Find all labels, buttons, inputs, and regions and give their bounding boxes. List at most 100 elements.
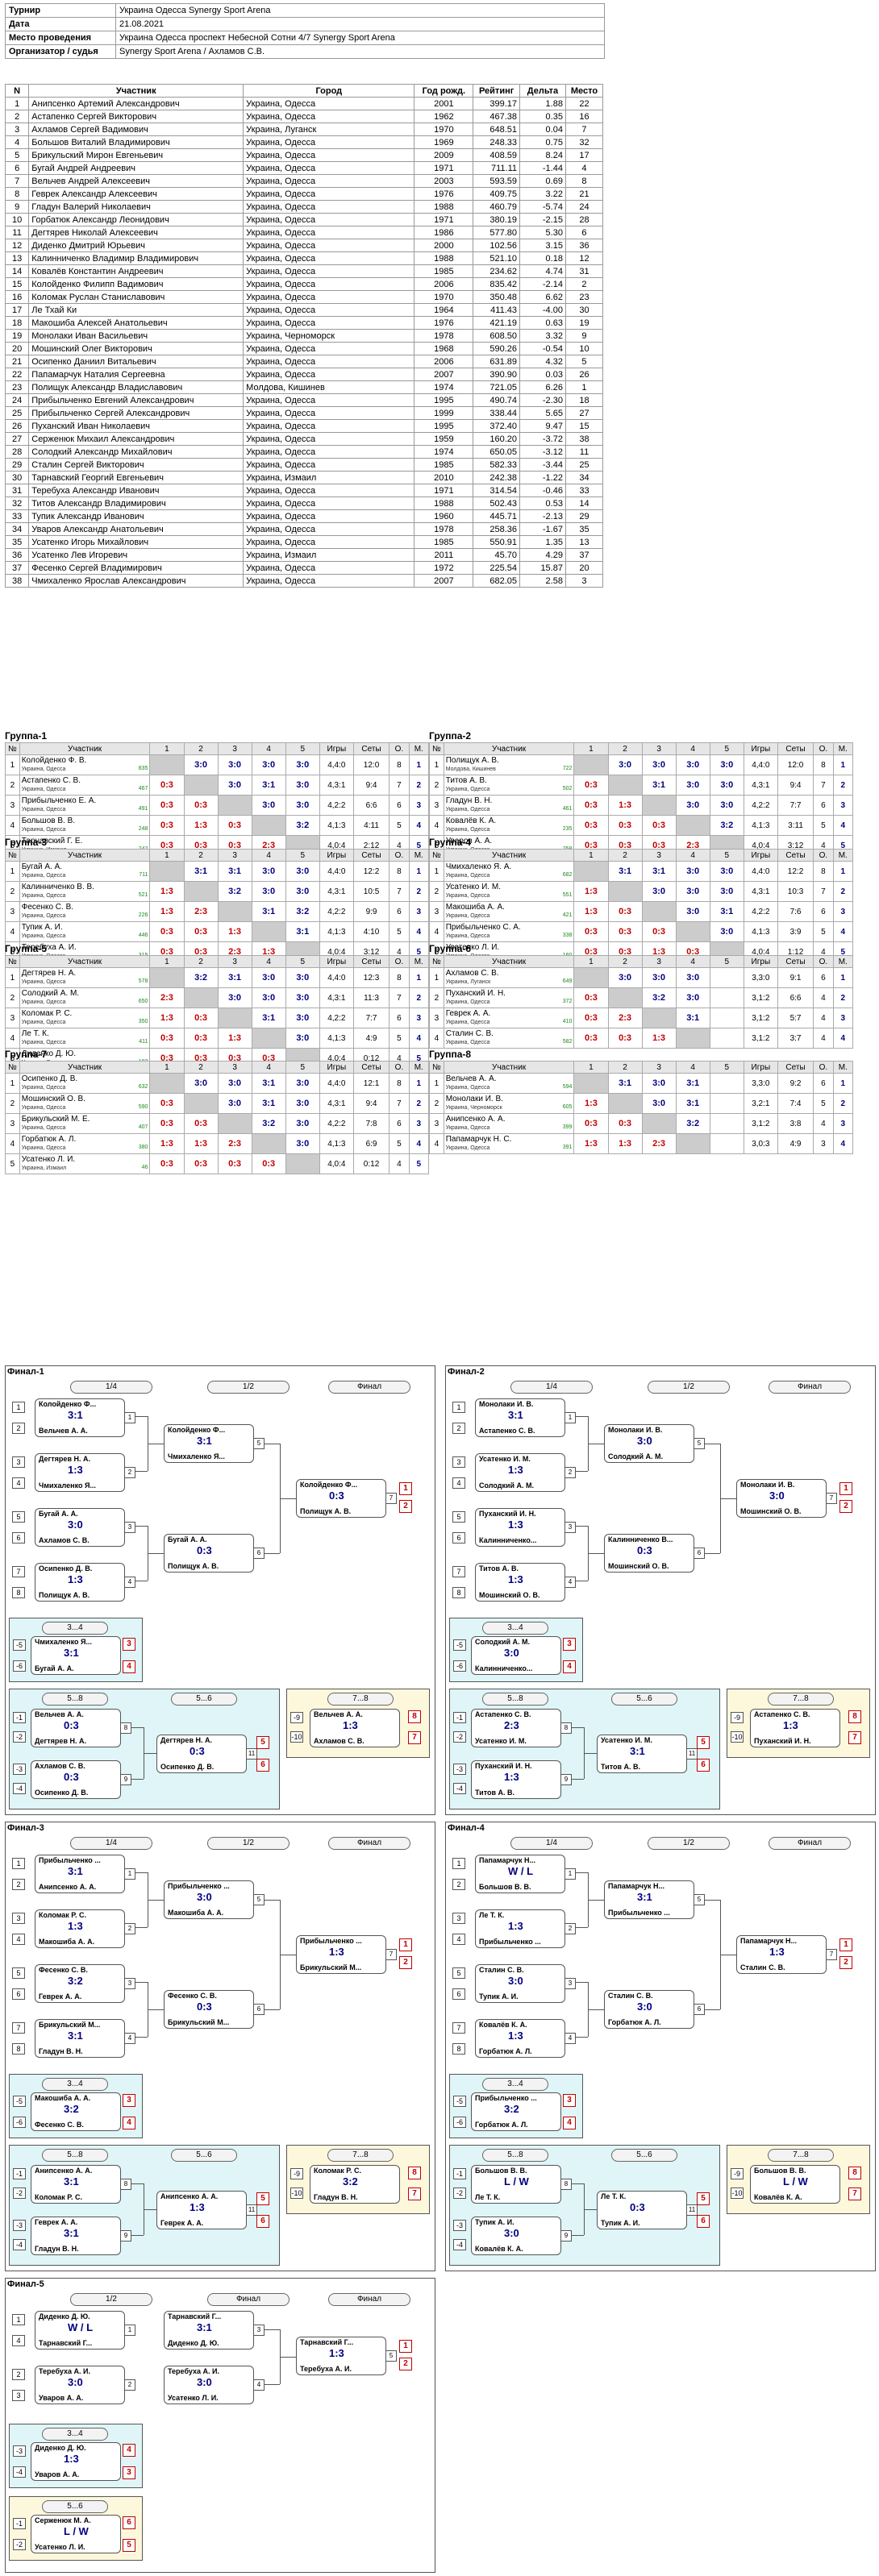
player-cell: -3.12 [519, 445, 566, 459]
group-player-name: Геврек А. А. [445, 1008, 491, 1018]
match-player-1: Фесенко С. В. [168, 1992, 217, 2000]
group-header: № [5, 849, 20, 862]
group-player-rating: 235 [562, 825, 573, 832]
group-games: 4,1:3 [319, 1133, 354, 1154]
group-score: 3:0 [709, 921, 744, 942]
group-games: 4,2:2 [319, 1113, 354, 1134]
group-player: Пуханский И. Н. 372 Украина, Одесса [443, 987, 575, 1008]
group-header-row: № Участник 1 2 3 4 5 Игры Сеты О. М. [429, 1061, 854, 1074]
group-score: 3:0 [251, 987, 286, 1008]
group-score: 1:3 [149, 1133, 185, 1154]
group-games: 4,4:0 [743, 754, 778, 775]
group-header: М. [408, 849, 430, 862]
match-box: Титов А. В. 1:3 Мошинский О. В. 4 [475, 1563, 576, 1602]
player-cell: 27 [4, 432, 30, 446]
group-header: № [429, 955, 444, 968]
place-box: 1 [839, 1482, 852, 1495]
player-cell: -2.13 [519, 509, 566, 523]
match-score: 3:2 [343, 2175, 358, 2188]
match-score: 3:0 [504, 2227, 519, 2239]
player-cell: 14 [564, 497, 604, 510]
player-cell: Полищук Александр Владиславович [28, 380, 244, 394]
group-header: Сеты [777, 849, 814, 862]
match-box: Анипсенко А. А. 1:3 Геврек А. А. 11 [156, 2191, 257, 2229]
group-num: 3 [429, 795, 444, 816]
seed-box: -2 [453, 2188, 466, 2199]
group-score: 0:3 [573, 815, 609, 836]
player-cell: 390.90 [473, 368, 520, 381]
player-cell: 102.56 [473, 239, 520, 252]
group-score [607, 1093, 643, 1114]
group-score: 2:3 [641, 1133, 677, 1154]
group-score: 3:0 [251, 795, 286, 816]
player-cell: Украина, Одесса [243, 110, 415, 123]
round-label: Финал [328, 1837, 410, 1850]
group-header-row: № Участник 1 2 3 4 5 Игры Сеты О. М. [5, 955, 430, 968]
group-header: О. [389, 849, 410, 862]
player-cell: 4.29 [519, 548, 566, 562]
group-place: 4 [408, 1028, 430, 1049]
seed-box: 8 [12, 1587, 25, 1598]
group-player-rating: 491 [138, 805, 148, 812]
group-score [217, 1008, 252, 1028]
player-cell: 2 [564, 277, 604, 291]
info-key: Организатор / судья [5, 44, 116, 59]
match-score: 3:2 [504, 2103, 519, 2115]
group-player-city: Украина, Одесса [445, 999, 490, 1005]
match-player-1: Калинниченко В... [608, 1535, 673, 1544]
match-score: 3:0 [197, 1891, 212, 1903]
player-row: 28 Солодкий Александр Михайлович Украина, … [4, 445, 604, 459]
player-cell: Прибыльченко Сергей Александрович [28, 406, 244, 420]
seed-box: 1 [12, 1858, 25, 1869]
group-score: 3:0 [641, 1073, 677, 1094]
group-header: М. [832, 849, 854, 862]
group-num: 1 [5, 754, 20, 775]
round-label: 1/4 [70, 1381, 152, 1394]
group-block: Группа-7 № Участник 1 2 3 4 5 Игры Сеты О. М. 1 Осипе… [5, 1048, 430, 1174]
seventh-place-block: 7...8 -9 -10 Вельчев А. А. 1:3 Ахламов С. В. 8… [286, 1689, 430, 1758]
group-header: № [429, 742, 444, 755]
group-player-name: Усатенко Л. И. [21, 1154, 76, 1164]
match-box: Бугай А. А. 3:0 Ахламов С. В. 3 [35, 1508, 135, 1547]
player-cell: Анипсенко Артемий Александрович [28, 97, 244, 110]
player-cell: 18 [564, 393, 604, 407]
group-player-name: Мошинский О. В. [21, 1094, 85, 1103]
player-row: 22 Папамарчук Наталия Сергеевна Украина, О… [4, 368, 604, 381]
group-header: М. [408, 1061, 430, 1074]
group-player-name: Колойденко Ф. В. [21, 755, 87, 765]
group-points: 4 [389, 1153, 410, 1174]
group-score: 3:0 [285, 1133, 320, 1154]
group-score: 0:3 [149, 1093, 185, 1114]
group-header: 1 [573, 1061, 609, 1074]
player-cell: 0.35 [519, 110, 566, 123]
match-box: Пуханский И. Н. 1:3 Титов А. В. 9 [471, 1760, 572, 1799]
player-cell: 13 [4, 251, 30, 265]
group-player-name: Ле Т. К. [21, 1028, 49, 1038]
match-player-2: Брикульский М... [168, 2018, 230, 2026]
group-num: 4 [5, 921, 20, 942]
player-cell: Украина, Одесса [243, 368, 415, 381]
group-header: Сеты [352, 742, 390, 755]
group-score [709, 1113, 744, 1134]
match-box: Прибыльченко ... 3:0 Макошиба А. А. 5 [164, 1880, 265, 1919]
player-cell: 1985 [414, 458, 474, 472]
match-score: 1:3 [508, 1920, 523, 1932]
match-player-2: Титов А. В. [601, 1763, 641, 1771]
round-label: 7...8 [768, 1693, 834, 1706]
group-player-city: Украина, Одесса [21, 1104, 66, 1111]
place-box: 4 [123, 1660, 135, 1673]
player-row: 36 Усатенко Лев Игоревич Украина, Измаил 20… [4, 548, 604, 562]
group-score: 3:0 [709, 881, 744, 902]
group-games: 4,3:1 [743, 881, 778, 902]
group-place: 3 [832, 1008, 854, 1028]
player-cell: Украина, Одесса [243, 239, 415, 252]
info-key: Турнир [5, 3, 116, 18]
group-header: 3 [217, 955, 252, 968]
player-cell: Украина, Одесса [243, 535, 415, 549]
final-title: Финал-5 [7, 2279, 44, 2289]
group-score [217, 901, 252, 922]
player-cell: 32 [4, 497, 30, 510]
player-cell: 15 [564, 419, 604, 433]
match-number: 7 [826, 1493, 837, 1504]
group-score: 0:3 [573, 1028, 609, 1049]
